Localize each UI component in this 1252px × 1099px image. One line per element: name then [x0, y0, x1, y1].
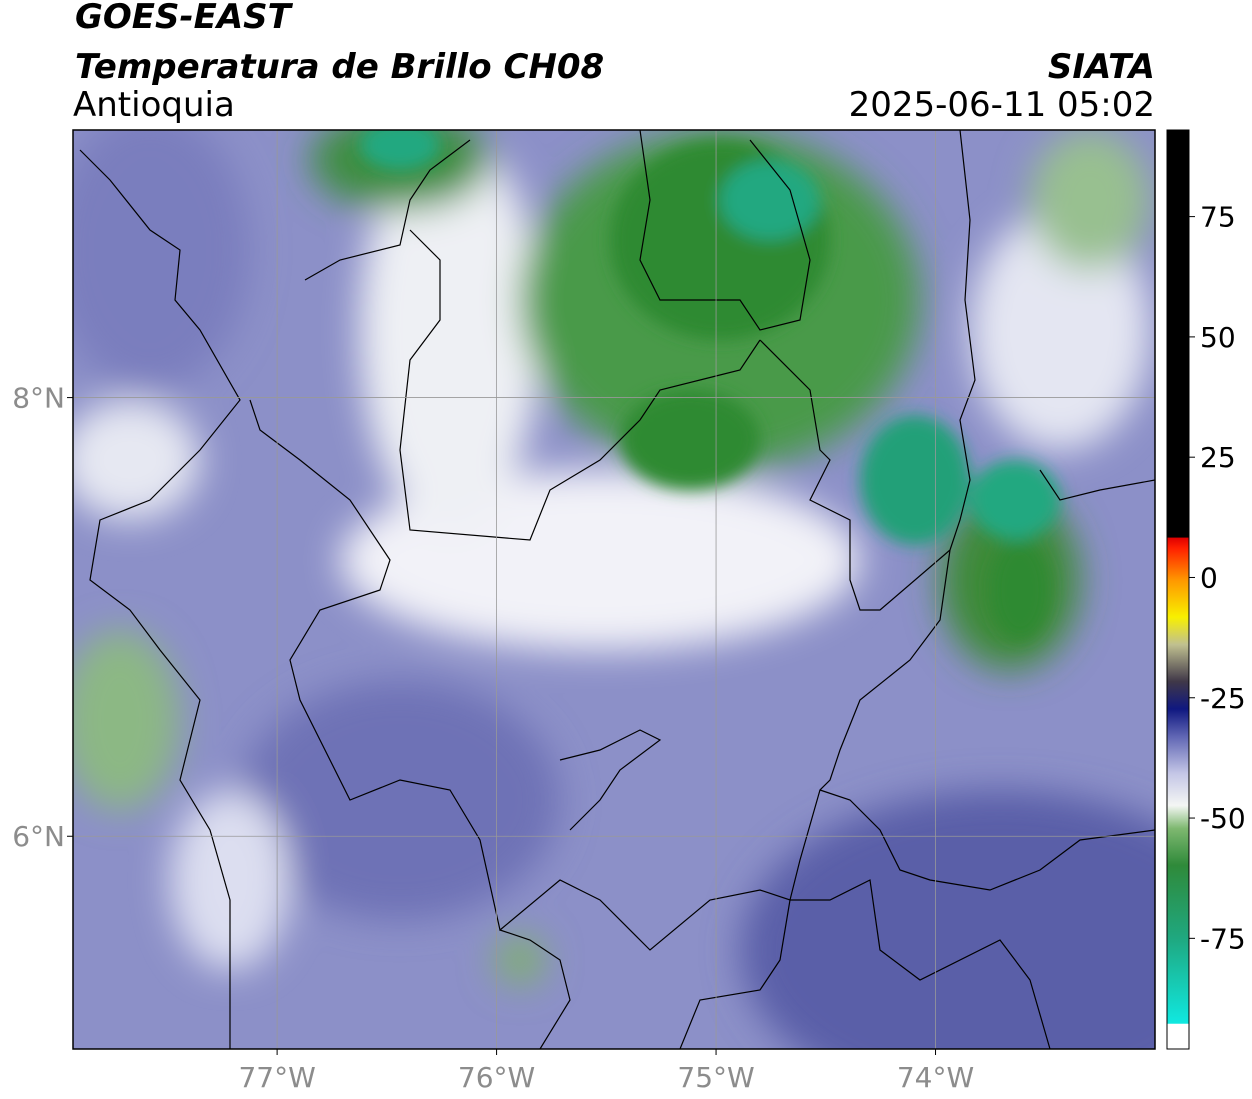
x-tick-label: 74°W: [897, 1061, 974, 1094]
y-tick-label: 6°N: [12, 820, 65, 853]
timestamp: 2025-06-11 05:02: [849, 85, 1155, 125]
colorbar-tick-label: 25: [1200, 441, 1236, 474]
region: Antioquia: [73, 85, 235, 125]
y-tick-label: 8°N: [12, 382, 65, 415]
satellite-image: [73, 130, 1155, 1049]
title: GOES-EAST: [75, 0, 294, 37]
colorbar-tick-label: -75: [1200, 922, 1246, 955]
map-frame: [72, 129, 1156, 1050]
colorbar-tick-label: -50: [1200, 802, 1246, 835]
colorbar-tick-label: 50: [1200, 321, 1236, 354]
colorbar: [1166, 129, 1190, 1050]
x-tick-label: 77°W: [238, 1061, 315, 1094]
source: SIATA: [1048, 47, 1155, 87]
boundaries: [79, 130, 1155, 1049]
subtitle: Temperatura de Brillo CH08: [75, 47, 604, 87]
x-tick-label: 76°W: [458, 1061, 535, 1094]
colorbar-tick-label: 75: [1200, 201, 1236, 234]
colorbar-tick-label: 0: [1200, 561, 1218, 594]
x-tick-label: 75°W: [677, 1061, 754, 1094]
colorbar-tick-label: -25: [1200, 682, 1246, 715]
